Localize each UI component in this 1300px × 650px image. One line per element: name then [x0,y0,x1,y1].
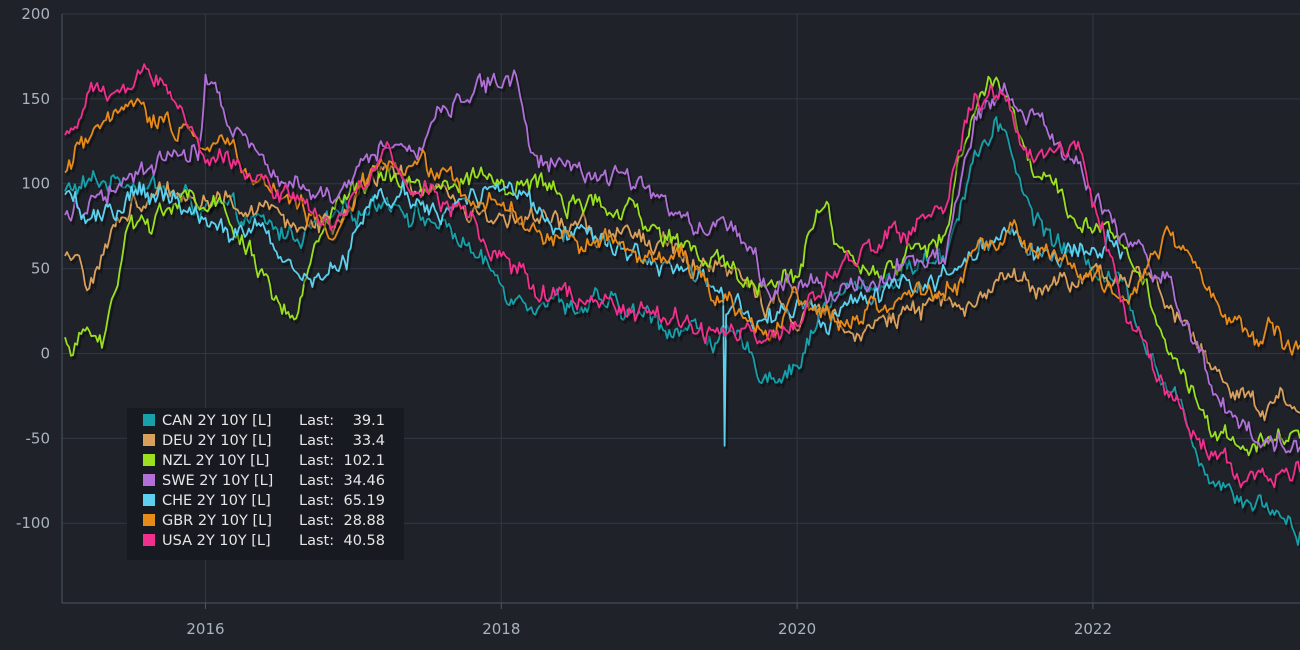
series-shadow [65,69,1300,460]
legend-swatch [143,434,155,446]
legend-last-label: Last: [299,413,334,429]
legend-background [127,408,404,560]
x-tick-label: 2020 [778,620,816,638]
legend-last-value: 28.88 [343,513,385,529]
series-line-che [64,179,1124,447]
legend-swatch [143,454,155,466]
legend-last-label: Last: [299,433,334,449]
y-tick-label: 100 [21,175,50,193]
legend-series-name: NZL 2Y 10Y [L] [162,453,269,469]
legend-swatch [143,494,155,506]
y-tick-label: 0 [40,344,50,362]
legend-swatch [143,534,155,546]
legend-last-label: Last: [299,473,334,489]
legend-series-name: USA 2Y 10Y [L] [162,533,271,549]
series-lines [64,63,1300,549]
legend-series-name: DEU 2Y 10Y [L] [162,433,272,449]
legend-last-value: 34.46 [343,473,385,489]
x-tick-label: 2022 [1074,620,1112,638]
legend-last-label: Last: [299,513,334,529]
series-line-nzl [64,75,1300,457]
legend-swatch [143,474,155,486]
y-tick-label: 50 [31,260,50,278]
x-tick-label: 2016 [186,620,224,638]
legend-last-label: Last: [299,493,334,509]
y-tick-label: -100 [16,514,50,532]
legend-last-value: 102.1 [343,453,385,469]
legend-last-label: Last: [299,453,334,469]
legend-series-name: CHE 2Y 10Y [L] [162,493,271,509]
legend-series-name: GBR 2Y 10Y [L] [162,513,272,529]
legend-last-value: 40.58 [343,533,385,549]
legend-last-value: 33.4 [353,433,385,449]
axes: 200 150 100 50 0 -50 -100 2016 2018 2020 2022 [16,5,1300,638]
legend-swatch [143,514,155,526]
legend-series-name: CAN 2Y 10Y [L] [162,413,272,429]
legend: CAN 2Y 10Y [L] Last: 39.1 DEU 2Y 10Y [L] Las… [127,408,404,560]
legend-last-label: Last: [299,533,334,549]
legend-series-name: SWE 2Y 10Y [L] [162,473,273,489]
y-tick-label: 200 [21,5,50,23]
series-line-swe [64,69,1300,454]
legend-last-value: 39.1 [353,413,385,429]
series-line-usa [64,63,1300,489]
x-tick-label: 2018 [482,620,520,638]
legend-swatch [143,414,155,426]
series-shadow [65,63,1300,495]
y-tick-label: 150 [21,90,50,108]
y-tick-label: -50 [26,429,51,447]
series-line-deu [64,164,1300,422]
legend-last-value: 65.19 [343,493,385,509]
